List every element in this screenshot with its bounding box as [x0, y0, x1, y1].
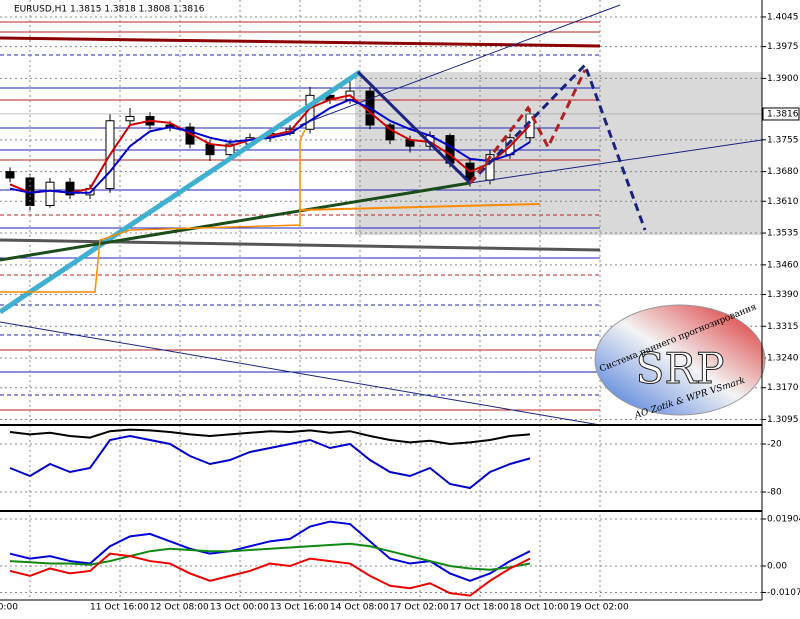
y-tick-label: 1.3240 [767, 354, 799, 364]
x-tick-label: 12 Oct 08:00 [150, 603, 209, 613]
green-trend [0, 181, 471, 262]
candle-body [225, 143, 235, 156]
y-tick-label: 1.3460 [767, 260, 799, 270]
candle-body [205, 143, 215, 156]
series-line [9, 98, 531, 194]
last-price-label: 1.3816 [767, 109, 799, 119]
y-tick-label: 1.3975 [767, 42, 799, 52]
orange-level [299, 203, 541, 211]
x-tick-label: 13 Oct 16:00 [270, 603, 329, 613]
channel-line [299, 4, 621, 126]
y-tick-label: 0.01904 [767, 515, 800, 525]
forecast-zone [355, 72, 762, 235]
series-line [9, 552, 531, 597]
trend-lines [0, 4, 762, 425]
logo: SRP Система раннего прогнозирования AO Z… [594, 302, 766, 421]
candle-body [45, 181, 55, 207]
cyan-trend [0, 69, 362, 315]
y-tick-label: 1.3390 [767, 290, 799, 300]
series-line [9, 542, 531, 571]
y-tick-label: 0.00 [767, 562, 787, 572]
series-line [9, 94, 531, 194]
y-tick-label: 1.3315 [767, 322, 799, 332]
forecast-path [468, 62, 647, 231]
x-tick-label: 14 Oct 08:00 [330, 603, 389, 613]
resistance-line [0, 36, 601, 48]
last-price-box [762, 107, 800, 121]
y-tick-label: 1.4045 [767, 12, 799, 22]
channel-line [469, 139, 762, 184]
x-tick-label: 00:00 [0, 603, 18, 613]
chart-title: EURUSD,H1 1.3815 1.3818 1.3808 1.3816 [14, 5, 205, 15]
x-tick-label: 18 Oct 10:00 [510, 603, 569, 613]
x-tick-label: 17 Oct 18:00 [450, 603, 509, 613]
candle-body [65, 181, 75, 196]
y-tick-label: 1.3170 [767, 383, 799, 393]
y-tick-label: -20 [767, 440, 782, 450]
x-tick-label: 17 Oct 02:00 [390, 603, 449, 613]
y-tick-label: 1.3095 [767, 415, 799, 425]
y-tick-label: 1.3610 [767, 197, 799, 207]
x-tick-label: 11 Oct 16:00 [90, 603, 149, 613]
x-tick-label: 13 Oct 00:00 [210, 603, 269, 613]
x-tick-label: 19 Oct 02:00 [570, 603, 629, 613]
y-tick-label: 1.3680 [767, 167, 799, 177]
y-tick-label: 1.3535 [767, 229, 799, 239]
zigzag [356, 70, 472, 185]
orange-step [0, 129, 306, 293]
series-line [9, 520, 531, 582]
series-line [9, 428, 531, 446]
candle-body [5, 171, 15, 179]
y-tick-label: -0.01071 [767, 588, 800, 598]
logo-badge [594, 304, 766, 416]
y-tick-label: 1.3900 [767, 74, 799, 84]
y-tick-label: -80 [767, 488, 782, 498]
logo-title: SRP [636, 344, 725, 393]
channel-line [0, 321, 601, 425]
candle-body [125, 116, 135, 122]
y-tick-label: 1.3755 [767, 135, 799, 145]
series-line [9, 434, 531, 490]
